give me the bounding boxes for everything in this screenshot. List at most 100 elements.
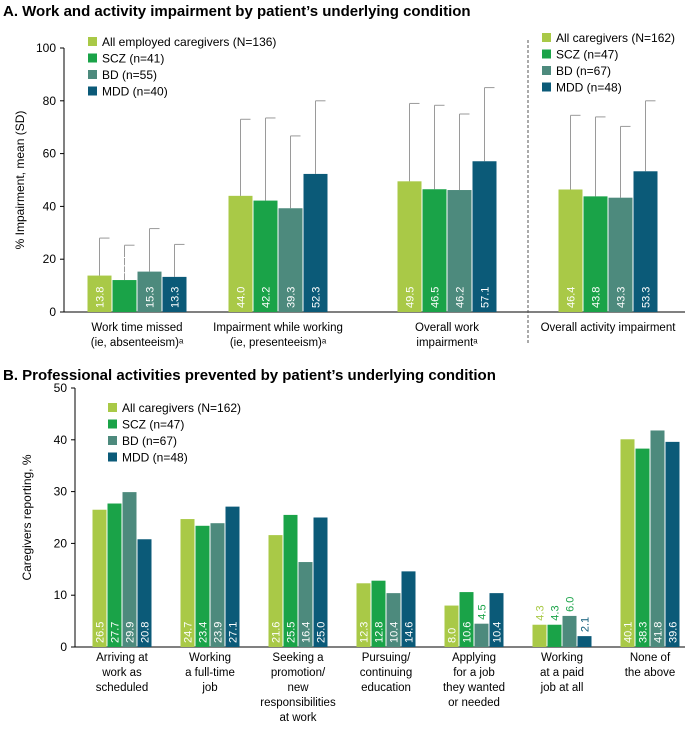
bar-mdd [633, 171, 658, 312]
bar-mdd [137, 539, 152, 647]
bar-bd [386, 593, 401, 647]
y-axis-label: Caregivers reporting, % [20, 454, 34, 580]
bar-mdd [472, 161, 497, 312]
data-label-all: 13.8 [95, 287, 107, 308]
legend-swatch-bd [108, 436, 117, 445]
data-label-scz: 10.6 [462, 622, 474, 643]
bar-all [397, 181, 422, 312]
data-label-scz: 46.5 [430, 287, 442, 308]
y-axis-label: % Impairment, mean (SD) [13, 111, 27, 250]
y-tick-label: 10 [54, 588, 68, 602]
data-label-all: 26.5 [95, 622, 107, 643]
legend-label-mdd: MDD (n=48) [122, 451, 188, 465]
data-label-all: 46.4 [566, 287, 578, 308]
bar-all [92, 509, 107, 647]
x-tick-label: Seeking a promotion/new responsibilities at… [260, 652, 336, 724]
data-label-scz: 12.8 [374, 622, 386, 643]
bar-all [532, 624, 547, 647]
bar-scz [583, 196, 608, 312]
bar-bd [474, 623, 489, 647]
legend-label-bd: BD (n=55) [102, 68, 157, 82]
bar-all [620, 439, 635, 647]
legend-label-scz: SCZ (n=47) [556, 48, 618, 62]
bar-bd [562, 615, 577, 647]
data-label-all: 8.0 [447, 628, 459, 643]
y-tick-label: 50 [54, 381, 68, 395]
legend-left: All employed caregivers (N=136) SCZ (n=41… [88, 35, 276, 99]
bar-mdd [313, 517, 328, 647]
legend-label-all: All caregivers (N=162) [556, 31, 675, 45]
legend-swatch-mdd [108, 452, 117, 462]
data-label-scz: 43.8 [591, 287, 603, 308]
y-tick-label: 40 [54, 433, 68, 447]
chart-title: A. Work and activity impairment by patie… [3, 3, 471, 20]
bar-scz [459, 592, 474, 647]
data-label-bd: 43.3 [616, 287, 628, 308]
legend-label-scz: SCZ (n=41) [102, 52, 164, 66]
bar-scz [547, 624, 562, 647]
legend-label-bd: BD (n=67) [122, 434, 177, 448]
bar-mdd [401, 571, 416, 647]
data-label-bd: 6.0 [565, 597, 577, 612]
bar-all [87, 275, 112, 312]
data-label-mdd: 13.3 [170, 287, 182, 308]
y-tick-label: 30 [54, 485, 68, 499]
data-label-mdd: 52.3 [311, 287, 323, 308]
bar-mdd [489, 593, 504, 647]
bar-mdd [577, 636, 592, 647]
bar-all [558, 189, 583, 312]
bar-scz [422, 189, 447, 312]
bar-scz [107, 503, 122, 647]
legend-label-all: All employed caregivers (N=136) [102, 35, 276, 49]
bar-bd [650, 430, 665, 647]
data-label-mdd: 39.6 [668, 622, 680, 643]
data-label-scz: 12.1 [120, 255, 132, 276]
legend-label-mdd: MDD (n=48) [556, 81, 622, 95]
bar-mdd [162, 276, 187, 312]
x-tick-label: None of the above [625, 652, 676, 679]
x-tick-label: Overall activity impairment [541, 322, 677, 334]
bar-mdd [303, 173, 328, 312]
data-label-mdd: 57.1 [480, 287, 492, 308]
bar-bd [447, 190, 472, 312]
bar-scz [283, 514, 298, 647]
bar-bd [122, 492, 137, 647]
bar-all [444, 605, 459, 647]
data-label-bd: 10.4 [389, 622, 401, 643]
bar-all [356, 583, 371, 647]
bar-bd [137, 271, 162, 312]
data-label-bd: 16.4 [301, 622, 313, 643]
legend-label-bd: BD (n=67) [556, 64, 611, 78]
legend-swatch-mdd [88, 86, 97, 96]
data-label-mdd: 10.4 [492, 622, 504, 643]
data-label-bd: 23.9 [213, 622, 225, 643]
bar-mdd [665, 441, 680, 647]
data-label-scz: 25.5 [286, 622, 298, 643]
bar-all [180, 519, 195, 647]
data-label-all: 21.6 [271, 622, 283, 643]
chart-title: B. Professional activities prevented by … [3, 367, 496, 384]
y-tick-label: 60 [43, 147, 57, 161]
data-label-scz: 38.3 [638, 622, 650, 643]
legend-swatch-all [108, 403, 117, 412]
bar-bd [278, 208, 303, 312]
data-label-bd: 39.3 [286, 287, 298, 308]
y-tick-label: 20 [43, 252, 57, 266]
bar-bd [298, 562, 313, 647]
x-tick-label: Overall work impairmentᵃ [415, 322, 479, 349]
y-tick-label: 0 [60, 640, 67, 654]
legend-swatch-scz [542, 49, 551, 59]
data-label-all: 4.3 [535, 605, 547, 620]
data-label-bd: 15.3 [145, 287, 157, 308]
legend-swatch-bd [542, 66, 551, 75]
y-tick-label: 100 [36, 41, 56, 55]
y-tick-label: 80 [43, 94, 57, 108]
bar-mdd [225, 506, 240, 647]
data-label-all: 49.5 [405, 287, 417, 308]
x-tick-label: Pursuing/continuing education [360, 652, 412, 694]
data-label-mdd: 14.6 [404, 622, 416, 643]
data-label-scz: 42.2 [261, 287, 273, 308]
bar-all [228, 195, 253, 312]
data-label-scz: 4.3 [550, 605, 562, 620]
